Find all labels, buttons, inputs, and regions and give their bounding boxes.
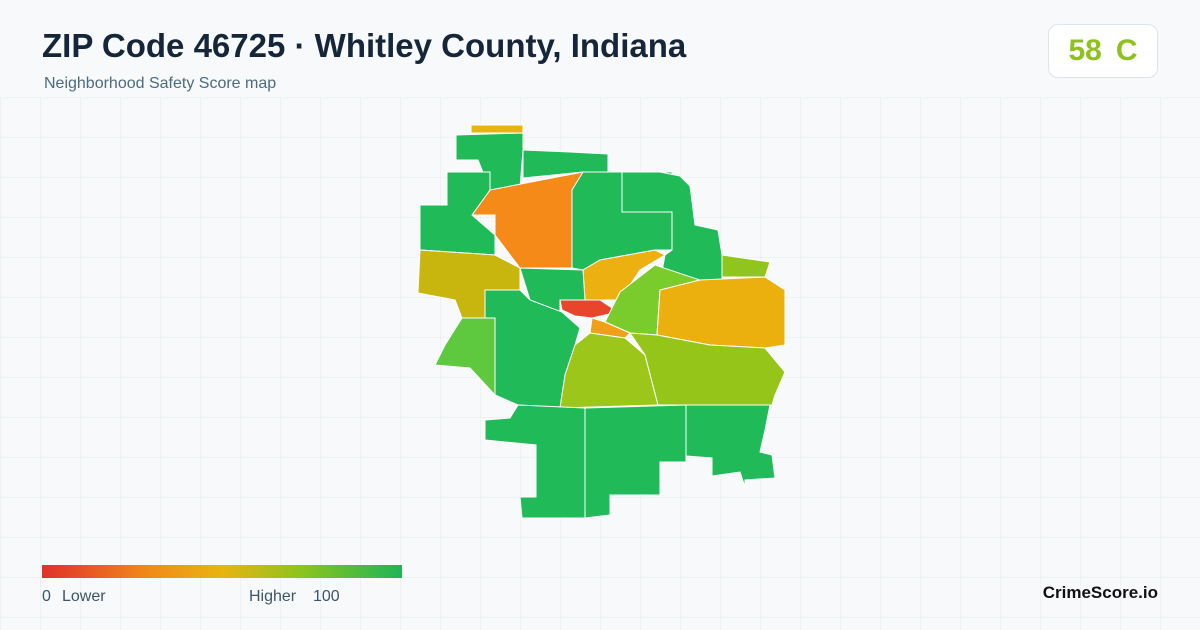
zip-area: [685, 404, 776, 488]
legend-max: 100: [313, 588, 340, 605]
zip-area: [434, 317, 496, 397]
title: ZIP Code 46725 · Whitley County, Indiana: [42, 27, 687, 64]
zip-areas: [417, 124, 786, 519]
zip-area: [470, 124, 524, 134]
zip-area: [419, 171, 496, 256]
zip-area: [656, 276, 786, 349]
subtitle: Neighborhood Safety Score map: [44, 75, 277, 92]
brand: CrimeScore.io: [1042, 583, 1158, 602]
legend-gradient: [42, 565, 402, 578]
score-value: 58: [1068, 34, 1102, 67]
score-grade: C: [1115, 34, 1138, 67]
zip-area: [559, 332, 659, 409]
legend-max-label: Higher: [249, 588, 297, 605]
legend-min: 0: [42, 588, 51, 605]
zip-area: [589, 317, 631, 339]
zip-area: [629, 332, 786, 406]
legend-min-label: Lower: [62, 588, 106, 605]
score-badge: 58 C: [1048, 24, 1158, 78]
